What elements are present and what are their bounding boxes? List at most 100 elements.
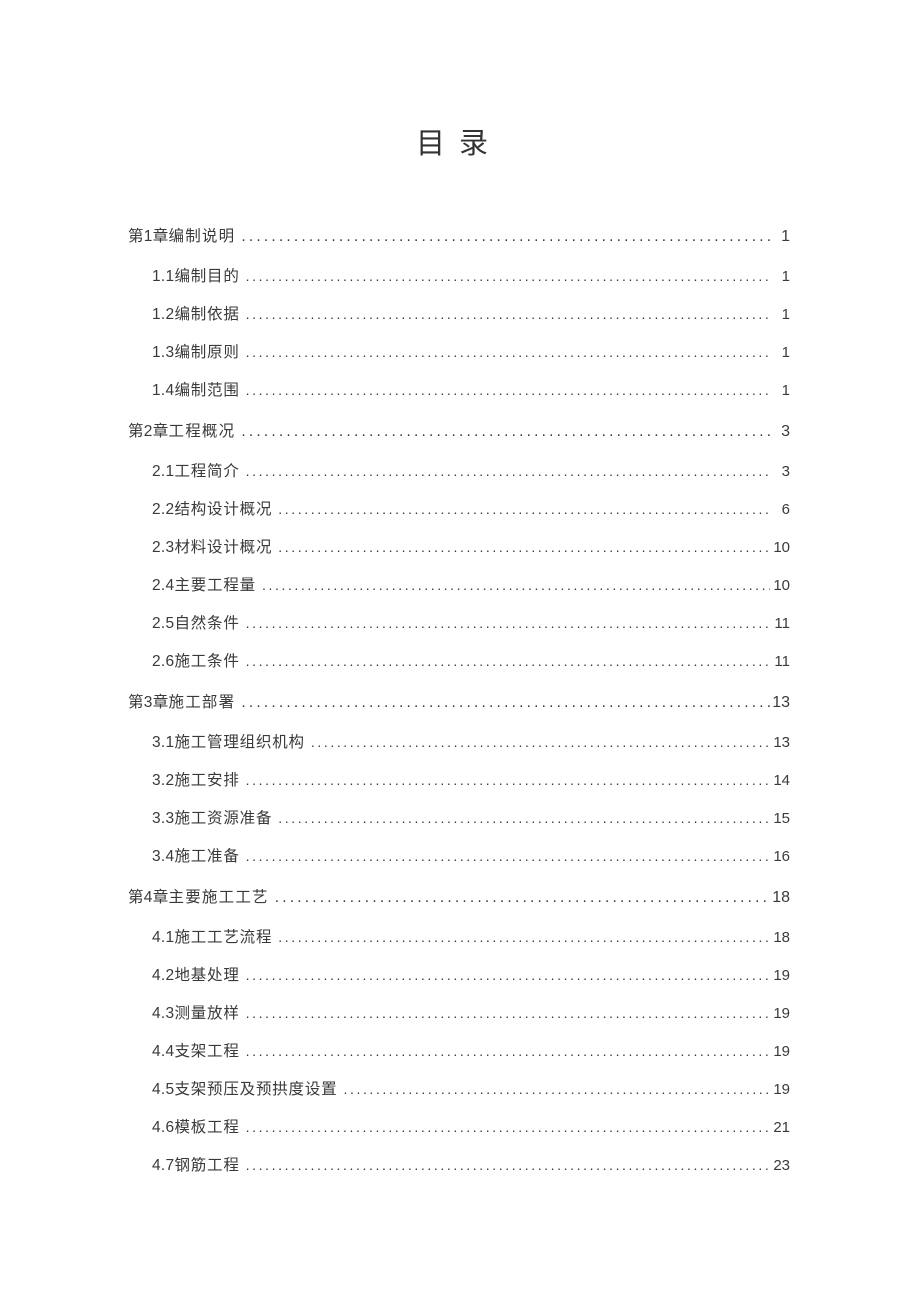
toc-entry-label: 1.4编制范围 xyxy=(152,378,240,400)
toc-entry-text: 施工安排 xyxy=(174,772,239,789)
toc-leader-dots: ........................................… xyxy=(235,228,770,246)
toc-leader-dots: ........................................… xyxy=(240,1157,770,1173)
toc-leader-dots: ........................................… xyxy=(240,848,770,864)
toc-entry-number: 1.4 xyxy=(152,382,174,399)
toc-section-row: 1.4编制范围 ................................… xyxy=(128,367,790,405)
toc-section-row: 3.2施工安排 ................................… xyxy=(128,757,790,795)
toc-entry-text: 材料设计概况 xyxy=(174,539,272,556)
toc-entry-label: 2.6施工条件 xyxy=(152,649,240,671)
toc-entry-text: 工程简介 xyxy=(174,463,239,480)
toc-section-row: 3.1施工管理组织机构 ............................… xyxy=(128,719,790,757)
toc-section-row: 2.5自然条件 ................................… xyxy=(128,600,790,638)
toc-entry-number: 第4章 xyxy=(128,889,169,906)
toc-entry-label: 4.7钢筋工程 xyxy=(152,1153,240,1175)
toc-page-number: 19 xyxy=(770,1081,790,1098)
toc-entry-number: 4.5 xyxy=(152,1081,174,1098)
toc-entry-label: 3.1施工管理组织机构 xyxy=(152,730,305,752)
toc-entry-text: 施工准备 xyxy=(174,848,239,865)
toc-leader-dots: ........................................… xyxy=(240,306,770,322)
toc-section-row: 4.4支架工程 ................................… xyxy=(128,1028,790,1066)
toc-entry-number: 3.1 xyxy=(152,734,174,751)
toc-entry-text: 工程概况 xyxy=(169,423,236,440)
toc-entry-label: 2.4主要工程量 xyxy=(152,573,256,595)
toc-entry-text: 施工资源准备 xyxy=(174,810,272,827)
toc-entry-text: 施工工艺流程 xyxy=(174,929,272,946)
toc-section-row: 2.6施工条件 ................................… xyxy=(128,638,790,676)
toc-entry-number: 3.3 xyxy=(152,810,174,827)
toc-leader-dots: ........................................… xyxy=(272,929,770,945)
toc-section-row: 2.1工程简介 ................................… xyxy=(128,448,790,486)
toc-leader-dots: ........................................… xyxy=(240,1043,770,1059)
toc-entry-label: 1.2编制依据 xyxy=(152,302,240,324)
toc-leader-dots: ........................................… xyxy=(240,653,770,669)
toc-page-number: 19 xyxy=(770,1005,790,1022)
toc-entry-number: 2.4 xyxy=(152,577,174,594)
toc-page-number: 19 xyxy=(770,967,790,984)
toc-chapter-row: 第4章主要施工工艺 ..............................… xyxy=(128,871,790,914)
toc-section-row: 4.7钢筋工程 ................................… xyxy=(128,1142,790,1180)
toc-leader-dots: ........................................… xyxy=(240,967,770,983)
toc-entry-label: 2.1工程简介 xyxy=(152,459,240,481)
toc-chapter-row: 第2章工程概况 ................................… xyxy=(128,405,790,448)
toc-entry-number: 2.5 xyxy=(152,615,174,632)
toc-leader-dots: ........................................… xyxy=(272,539,770,555)
toc-leader-dots: ........................................… xyxy=(256,577,770,593)
toc-entry-number: 1.2 xyxy=(152,306,174,323)
toc-leader-dots: ........................................… xyxy=(240,1005,770,1021)
toc-section-row: 2.3材料设计概况 ..............................… xyxy=(128,524,790,562)
toc-page-number: 16 xyxy=(770,848,790,865)
toc-page-number: 13 xyxy=(770,694,790,712)
toc-entry-label: 第3章施工部署 xyxy=(128,690,235,712)
toc-page-number: 1 xyxy=(770,382,790,399)
toc-entry-number: 4.4 xyxy=(152,1043,174,1060)
toc-section-row: 4.2地基处理 ................................… xyxy=(128,952,790,990)
toc-page-number: 14 xyxy=(770,772,790,789)
toc-entry-text: 主要工程量 xyxy=(174,577,256,594)
toc-leader-dots: ........................................… xyxy=(240,772,770,788)
toc-leader-dots: ........................................… xyxy=(272,810,770,826)
toc-entry-text: 编制原则 xyxy=(174,344,239,361)
toc-entry-label: 2.5自然条件 xyxy=(152,611,240,633)
toc-entry-label: 4.6模板工程 xyxy=(152,1115,240,1137)
toc-leader-dots: ........................................… xyxy=(240,1119,770,1135)
toc-leader-dots: ........................................… xyxy=(235,423,770,441)
toc-entry-text: 编制范围 xyxy=(174,382,239,399)
toc-entry-text: 钢筋工程 xyxy=(174,1157,239,1174)
toc-entry-label: 4.3测量放样 xyxy=(152,1001,240,1023)
toc-section-row: 4.6模板工程 ................................… xyxy=(128,1104,790,1142)
toc-entry-label: 4.1施工工艺流程 xyxy=(152,925,272,947)
toc-entry-number: 2.1 xyxy=(152,463,174,480)
toc-page-number: 19 xyxy=(770,1043,790,1060)
toc-section-row: 1.3编制原则 ................................… xyxy=(128,329,790,367)
toc-entry-number: 3.2 xyxy=(152,772,174,789)
toc-entry-label: 4.2地基处理 xyxy=(152,963,240,985)
toc-section-row: 2.2结构设计概况 ..............................… xyxy=(128,486,790,524)
toc-section-row: 4.5支架预压及预拱度设置 ..........................… xyxy=(128,1066,790,1104)
toc-chapter-row: 第1章编制说明 ................................… xyxy=(128,210,790,253)
toc-entry-number: 4.2 xyxy=(152,967,174,984)
toc-entry-text: 编制说明 xyxy=(169,228,236,245)
toc-section-row: 3.3施工资源准备 ..............................… xyxy=(128,795,790,833)
toc-entry-text: 施工条件 xyxy=(174,653,239,670)
toc-entry-text: 测量放样 xyxy=(174,1005,239,1022)
toc-leader-dots: ........................................… xyxy=(240,615,770,631)
toc-entry-number: 4.7 xyxy=(152,1157,174,1174)
toc-page-number: 18 xyxy=(770,929,790,946)
toc-leader-dots: ........................................… xyxy=(337,1081,770,1097)
toc-entry-label: 第1章编制说明 xyxy=(128,224,235,246)
toc-title: 目录 xyxy=(128,120,790,162)
toc-section-row: 2.4主要工程量 ...............................… xyxy=(128,562,790,600)
toc-entry-number: 1.3 xyxy=(152,344,174,361)
toc-entry-text: 自然条件 xyxy=(174,615,239,632)
toc-chapter-row: 第3章施工部署 ................................… xyxy=(128,676,790,719)
toc-entry-text: 主要施工工艺 xyxy=(169,889,269,906)
toc-entry-number: 第3章 xyxy=(128,694,169,711)
toc-entry-text: 编制目的 xyxy=(174,268,239,285)
toc-entry-label: 1.3编制原则 xyxy=(152,340,240,362)
toc-entry-number: 4.3 xyxy=(152,1005,174,1022)
toc-leader-dots: ........................................… xyxy=(240,344,770,360)
toc-entry-label: 第2章工程概况 xyxy=(128,419,235,441)
toc-entry-text: 施工部署 xyxy=(169,694,236,711)
toc-entry-number: 3.4 xyxy=(152,848,174,865)
toc-entry-label: 3.4施工准备 xyxy=(152,844,240,866)
